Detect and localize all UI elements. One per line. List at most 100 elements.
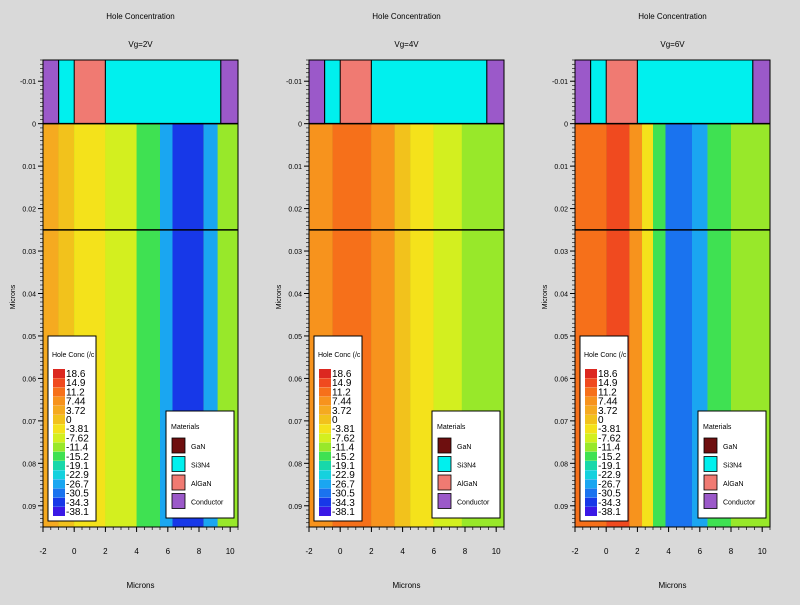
scale-swatch (53, 488, 65, 498)
scale-swatch (319, 433, 331, 443)
scale-swatch (319, 507, 331, 516)
materials-legend-title: Materials (703, 424, 732, 431)
y-tick-label: 0 (564, 122, 568, 129)
scale-swatch (585, 396, 597, 406)
structure-region (220, 60, 238, 125)
scale-swatch (53, 369, 65, 378)
scale-swatch (585, 488, 597, 498)
material-swatch (171, 456, 186, 472)
scale-legend-title: Hole Conc (/c (52, 352, 95, 359)
material-label: GaN (191, 444, 205, 451)
scale-label: -11.4 (332, 443, 354, 454)
scale-label: -26.7 (332, 479, 355, 490)
x-tick-label: 2 (103, 547, 108, 556)
scale-legend: Hole Conc (/c18.614.911.27.443.720-3.81-… (579, 335, 629, 522)
x-tick-label: 4 (666, 547, 671, 556)
material-label: Conductor (457, 500, 490, 507)
scale-label: 0 (598, 415, 604, 426)
structure-region (636, 60, 754, 125)
scale-label: -26.7 (66, 479, 89, 490)
structure-region (486, 60, 504, 125)
materials-legend: Materials GaN Si3N4 AlGaN Conductor (431, 410, 501, 519)
material-swatch (171, 493, 186, 509)
contour-band (136, 123, 160, 527)
scale-label: -34.3 (332, 498, 355, 509)
chart-panel-1: Hole Concentration Vg=2V -2 0 2 4 6 8 10 -0.01 0 0.… (10, 12, 239, 590)
y-tick-label: 0 (298, 122, 302, 129)
material-swatch (437, 437, 452, 454)
y-axis-label: Microns (276, 284, 283, 309)
scale-swatch (585, 369, 597, 378)
x-tick-label: -2 (39, 547, 47, 556)
scale-swatch (53, 415, 65, 424)
y-tick-label: 0.01 (554, 164, 568, 171)
material-label: Si3N4 (191, 463, 210, 470)
scale-label: -34.3 (66, 498, 89, 509)
scale-label: -15.2 (598, 452, 621, 463)
scale-label: 3.72 (332, 406, 352, 417)
material-swatch (703, 456, 718, 472)
scale-swatch (319, 479, 331, 489)
material-label: Si3N4 (457, 463, 476, 470)
material-label: AlGaN (723, 481, 744, 488)
y-tick-label: 0.07 (22, 419, 36, 426)
y-tick-label: 0.04 (554, 292, 568, 299)
x-axis-label: Microns (658, 581, 686, 590)
x-tick-label: -2 (571, 547, 579, 556)
y-tick-label: 0.07 (554, 419, 568, 426)
scale-label: -15.2 (332, 452, 355, 463)
y-tick-label: 0.03 (22, 249, 36, 256)
scale-label: -38.1 (66, 507, 89, 518)
scale-label: -26.7 (598, 479, 621, 490)
y-tick-label: 0.09 (288, 504, 302, 511)
scale-label: 7.44 (598, 397, 618, 408)
y-tick-label: 0.05 (22, 334, 36, 341)
y-tick-label: 0.06 (288, 376, 302, 383)
chart-subtitle: Vg=4V (394, 40, 419, 49)
structure-region (104, 60, 222, 125)
y-tick-label: 0.09 (554, 504, 568, 511)
y-tick-label: 0.07 (288, 419, 302, 426)
scale-swatch (319, 442, 331, 452)
scale-label: 18.6 (332, 369, 352, 380)
scale-label: -30.5 (66, 489, 89, 500)
scale-swatch (319, 405, 331, 415)
contour-band (410, 123, 434, 527)
scale-label: 0 (66, 415, 72, 426)
material-label: Si3N4 (723, 463, 742, 470)
scale-label: -38.1 (598, 507, 621, 518)
scale-swatch (585, 451, 597, 461)
scale-swatch (319, 378, 331, 388)
scale-label: 14.9 (66, 378, 86, 389)
structure-region (73, 60, 106, 125)
scale-swatch (53, 507, 65, 516)
chart-panel-2: Hole Concentration Vg=4V -2 0 2 4 6 8 10 -0.01 0 0.… (276, 12, 505, 590)
x-tick-label: 6 (432, 547, 437, 556)
y-tick-label: 0.05 (554, 334, 568, 341)
y-tick-label: 0.08 (22, 461, 36, 468)
scale-label: 14.9 (598, 378, 618, 389)
scale-label: 11.2 (332, 387, 351, 398)
scale-label: -7.62 (332, 433, 355, 444)
y-tick-label: 0.08 (554, 461, 568, 468)
y-tick-label: 0.02 (22, 207, 36, 214)
y-tick-label: 0.03 (288, 249, 302, 256)
scale-swatch (585, 461, 597, 470)
scale-label: 0 (332, 415, 338, 426)
x-tick-label: -2 (305, 547, 313, 556)
scale-swatch (319, 387, 331, 397)
x-tick-label: 0 (604, 547, 609, 556)
scale-swatch (319, 497, 331, 507)
scale-label: 18.6 (598, 369, 618, 380)
plot-area (43, 60, 238, 527)
scale-swatch (585, 442, 597, 452)
structure-region (43, 60, 60, 125)
scale-label: -19.1 (66, 461, 89, 472)
structure-region (752, 60, 770, 125)
y-axis-label: Microns (542, 284, 549, 309)
y-tick-label: 0 (32, 122, 36, 129)
y-tick-label: 0.05 (288, 334, 302, 341)
scale-label: -3.81 (66, 424, 89, 435)
scale-label: 14.9 (332, 378, 352, 389)
